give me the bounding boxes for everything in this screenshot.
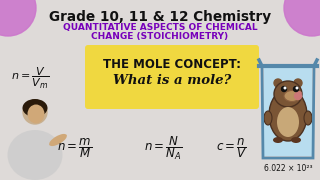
- Circle shape: [294, 79, 302, 87]
- Ellipse shape: [277, 107, 299, 137]
- Ellipse shape: [304, 111, 312, 125]
- Ellipse shape: [284, 91, 300, 102]
- Circle shape: [284, 0, 320, 36]
- Text: Grade 10, 11 & 12 Chemistry: Grade 10, 11 & 12 Chemistry: [49, 10, 271, 24]
- Circle shape: [284, 87, 286, 89]
- Text: CHANGE (STOICHIOMETRY): CHANGE (STOICHIOMETRY): [92, 32, 228, 41]
- Text: 6.022 × 10²³: 6.022 × 10²³: [264, 164, 312, 173]
- Ellipse shape: [7, 130, 62, 180]
- Ellipse shape: [264, 111, 272, 125]
- Ellipse shape: [269, 89, 307, 141]
- Ellipse shape: [274, 81, 302, 107]
- Bar: [264, 68, 312, 156]
- Ellipse shape: [49, 134, 67, 146]
- Text: QUANTITATIVE ASPECTS OF CHEMICAL: QUANTITATIVE ASPECTS OF CHEMICAL: [63, 23, 257, 32]
- Ellipse shape: [22, 99, 47, 117]
- Ellipse shape: [296, 91, 302, 95]
- Circle shape: [296, 87, 298, 89]
- Text: $n=\dfrac{m}{M}$: $n=\dfrac{m}{M}$: [57, 136, 93, 160]
- Circle shape: [293, 87, 299, 91]
- Circle shape: [0, 0, 36, 36]
- Ellipse shape: [273, 137, 283, 143]
- Text: THE MOLE CONCEPT:: THE MOLE CONCEPT:: [103, 58, 241, 71]
- Text: What is a mole?: What is a mole?: [113, 74, 231, 87]
- FancyBboxPatch shape: [85, 45, 259, 109]
- Text: $n=\dfrac{V}{V_m}$: $n=\dfrac{V}{V_m}$: [11, 65, 49, 91]
- Ellipse shape: [28, 105, 44, 123]
- Circle shape: [294, 93, 301, 100]
- Ellipse shape: [291, 137, 301, 143]
- Circle shape: [274, 79, 282, 87]
- Circle shape: [23, 100, 47, 124]
- Text: $c=\dfrac{n}{V}$: $c=\dfrac{n}{V}$: [216, 136, 248, 160]
- Text: $n=\dfrac{N}{N_A}$: $n=\dfrac{N}{N_A}$: [144, 134, 182, 162]
- Circle shape: [282, 87, 286, 91]
